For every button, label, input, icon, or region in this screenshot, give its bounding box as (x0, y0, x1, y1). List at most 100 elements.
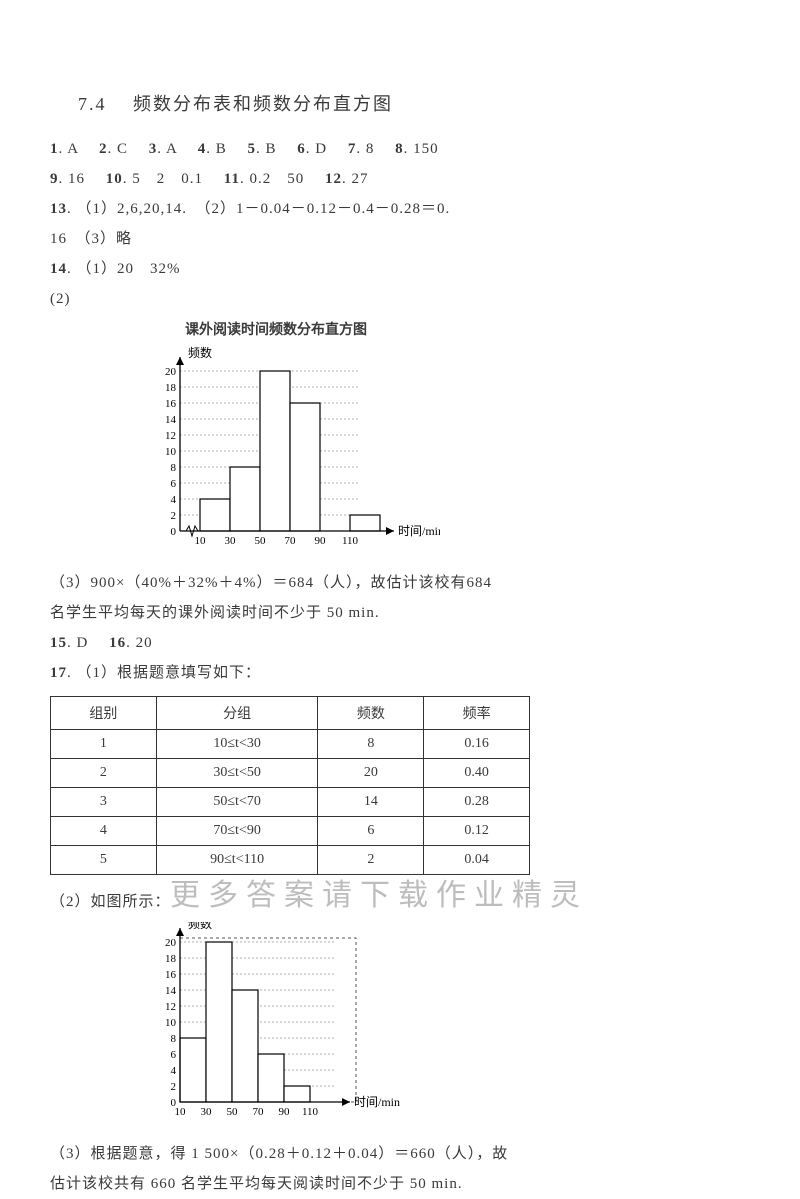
frequency-table: 组别 分组 频数 频率 110≤t<3080.16230≤t<50200.403… (50, 696, 530, 875)
section-number: 7.4 (78, 94, 107, 114)
svg-text:10: 10 (175, 1106, 187, 1118)
table-cell: 70≤t<90 (156, 817, 318, 846)
q-ans: 8 (366, 141, 375, 157)
table-cell: 4 (51, 817, 157, 846)
q-ans: 5 2 0.1 (132, 171, 203, 187)
answer-q14-b: (2) (50, 284, 750, 314)
table-header-row: 组别 分组 频数 频率 (51, 697, 530, 730)
table-cell: 3 (51, 788, 157, 817)
table-cell: 2 (51, 759, 157, 788)
q-ans: （1）根据题意填写如下： (77, 665, 262, 681)
answer-row-15: 15. D 16. 20 (50, 628, 750, 658)
svg-text:14: 14 (165, 985, 177, 997)
table-cell: 2 (318, 846, 424, 875)
answer-row-1: 1. A 2. C 3. A 4. B 5. B 6. D 7. 8 8. 15… (50, 134, 750, 164)
svg-text:20: 20 (165, 937, 177, 949)
q-ans: 估计该校共有 660 名学生平均每天阅读时间不少于 50 min. (50, 1176, 463, 1192)
answer-q14-a: 14. （1）20 32% (50, 254, 750, 284)
table-cell: 0.12 (424, 817, 530, 846)
table-cell: 0.28 (424, 788, 530, 817)
table-cell: 0.04 (424, 846, 530, 875)
table-cell: 14 (318, 788, 424, 817)
q-num: 16 (109, 635, 126, 651)
q-num: 4 (198, 141, 207, 157)
svg-text:6: 6 (171, 478, 177, 490)
chart1-title: 课外阅读时间频数分布直方图 (185, 319, 750, 339)
svg-text:70: 70 (253, 1106, 265, 1118)
svg-text:频数: 频数 (188, 345, 212, 360)
answer-q13-a: 13. （1）2,6,20,14. （2）1－0.04－0.12－0.4－0.2… (50, 194, 750, 224)
svg-text:90: 90 (315, 535, 327, 547)
th-range: 分组 (156, 697, 318, 730)
table-cell: 8 (318, 730, 424, 759)
svg-text:12: 12 (165, 1001, 176, 1013)
q-num: 1 (50, 141, 59, 157)
answer-q17-a: 17. （1）根据题意填写如下： (50, 658, 750, 688)
svg-text:110: 110 (342, 535, 359, 547)
table-cell: 90≤t<110 (156, 846, 318, 875)
q-num: 7 (348, 141, 357, 157)
svg-text:10: 10 (165, 446, 177, 458)
svg-text:10: 10 (195, 535, 207, 547)
chart2-svg: 246810121416182001030507090110频数时间/min (140, 922, 450, 1122)
q-num: 13 (50, 201, 67, 217)
q-ans: 16 (68, 171, 85, 187)
svg-text:时间/min: 时间/min (398, 524, 440, 538)
svg-text:频数: 频数 (188, 922, 212, 931)
svg-text:16: 16 (165, 969, 177, 981)
svg-text:4: 4 (171, 494, 177, 506)
svg-text:8: 8 (171, 1033, 177, 1045)
table-cell: 50≤t<70 (156, 788, 318, 817)
svg-text:2: 2 (171, 1081, 177, 1093)
table-cell: 0.40 (424, 759, 530, 788)
svg-text:30: 30 (201, 1106, 213, 1118)
q-num: 9 (50, 171, 59, 187)
q-ans: 150 (413, 141, 439, 157)
svg-text:50: 50 (255, 535, 267, 547)
th-freq: 频数 (318, 697, 424, 730)
table-cell: 10≤t<30 (156, 730, 318, 759)
answer-q17-c: （3）根据题意，得 1 500×（0.28＋0.12＋0.04）＝660（人），… (50, 1139, 750, 1169)
table-cell: 0.16 (424, 730, 530, 759)
svg-text:4: 4 (171, 1065, 177, 1077)
svg-text:16: 16 (165, 398, 177, 410)
q-num: 12 (325, 171, 342, 187)
q-num: 15 (50, 635, 67, 651)
table-row: 110≤t<3080.16 (51, 730, 530, 759)
table-row: 350≤t<70140.28 (51, 788, 530, 817)
q-ans: 0.2 50 (249, 171, 304, 187)
svg-text:30: 30 (225, 535, 237, 547)
q-ans: （3）根据题意，得 1 500×（0.28＋0.12＋0.04）＝660（人），… (50, 1146, 508, 1162)
q-ans: （1）20 32% (77, 261, 181, 277)
q-ans: B (266, 141, 277, 157)
answer-q14-d: 名学生平均每天的课外阅读时间不少于 50 min. (50, 598, 750, 628)
q-ans: （1）2,6,20,14. （2）1－0.04－0.12－0.4－0.28＝0. (77, 201, 451, 217)
q-num: 10 (106, 171, 123, 187)
q-num: 3 (149, 141, 158, 157)
answer-q13-b: 16 （3）略 (50, 224, 750, 254)
answer-q17-b: （2）如图所示： (50, 887, 750, 917)
svg-text:20: 20 (165, 366, 177, 378)
svg-text:110: 110 (302, 1106, 319, 1118)
svg-text:8: 8 (171, 462, 177, 474)
q-ans: D (315, 141, 327, 157)
q-num: 11 (224, 171, 240, 187)
table-row: 230≤t<50200.40 (51, 759, 530, 788)
q-num: 2 (99, 141, 108, 157)
q-num: 8 (395, 141, 404, 157)
answer-row-2: 9. 16 10. 5 2 0.1 11. 0.2 50 12. 27 (50, 164, 750, 194)
table-cell: 1 (51, 730, 157, 759)
answer-q17-d: 估计该校共有 660 名学生平均每天阅读时间不少于 50 min. (50, 1169, 750, 1199)
svg-text:6: 6 (171, 1049, 177, 1061)
q-num: 5 (248, 141, 257, 157)
table-cell: 20 (318, 759, 424, 788)
q-ans: 16 （3）略 (50, 231, 132, 247)
q-num: 6 (297, 141, 306, 157)
table-row: 470≤t<9060.12 (51, 817, 530, 846)
th-rate: 频率 (424, 697, 530, 730)
chart2-container: 246810121416182001030507090110频数时间/min (140, 922, 750, 1127)
svg-text:70: 70 (285, 535, 297, 547)
svg-text:18: 18 (165, 382, 177, 394)
table-cell: 6 (318, 817, 424, 846)
q-ans: 20 (136, 635, 153, 651)
